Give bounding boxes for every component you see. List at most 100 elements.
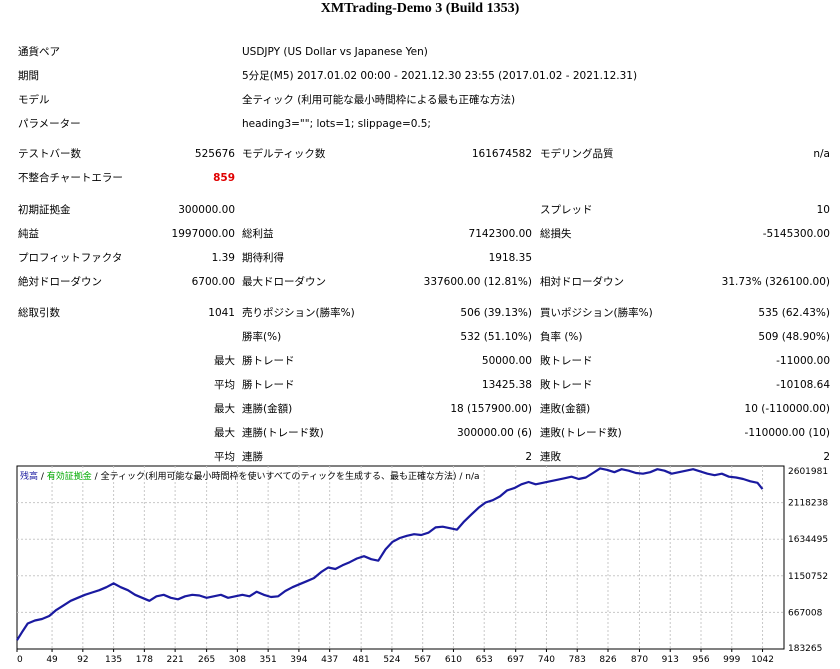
ticks-label: モデルティック数 <box>242 148 326 160</box>
consec-loss-money-label: 連敗(金額) <box>540 403 591 415</box>
max-prefix: 最大 <box>214 403 235 415</box>
pf-label: プロフィットファクタ <box>18 252 123 264</box>
x-tick-label: 956 <box>692 655 709 665</box>
consec-loss-money-value: 10 (-110000.00) <box>744 403 830 415</box>
avg-loss-value: -10108.64 <box>776 379 830 391</box>
x-tick-label: 221 <box>167 655 184 665</box>
max-dd-label: 最大ドローダウン <box>242 276 326 288</box>
net-label: 純益 <box>18 228 39 240</box>
params-label: パラメーター <box>18 118 81 130</box>
x-tick-label: 697 <box>507 655 524 665</box>
y-tick-label: 2601981 <box>788 467 828 477</box>
avg-consec-win-value: 2 <box>525 451 532 463</box>
short-label: 売りポジション(勝率%) <box>242 307 355 319</box>
abs-dd-label: 絶対ドローダウン <box>18 276 102 288</box>
report-title: XMTrading-Demo 3 (Build 1353) <box>320 1 520 16</box>
avg-consec-loss-label: 連敗 <box>540 451 561 463</box>
mismatch-value: 859 <box>213 172 235 184</box>
pair-value: USDJPY (US Dollar vs Japanese Yen) <box>242 46 428 58</box>
gross-profit-value: 7142300.00 <box>468 228 532 240</box>
trades-value: 1041 <box>208 307 235 319</box>
x-tick-label: 999 <box>723 655 740 665</box>
winrate-value: 532 (51.10%) <box>460 331 532 343</box>
x-tick-label: 49 <box>46 655 58 665</box>
x-tick-label: 826 <box>599 655 616 665</box>
spread-value: 10 <box>816 204 830 216</box>
largest-loss-value: -11000.00 <box>776 355 830 367</box>
x-tick-label: 92 <box>77 655 88 665</box>
avg-consec-loss-value: 2 <box>823 451 830 463</box>
avg-win-value: 13425.38 <box>481 379 532 391</box>
chart-legend: 残高 / 有効証拠金 / 全ティック(利用可能な最小時間枠を使いすべてのティック… <box>20 470 480 482</box>
x-tick-label: 524 <box>383 655 400 665</box>
balance-chart-svg: 2601981 2118238 1634495 1150752 667008 183265… <box>16 465 828 665</box>
legend-sep: / <box>38 472 47 482</box>
y-tick-label: 183265 <box>788 644 822 654</box>
x-tick-label: 394 <box>290 655 307 665</box>
legend-sep: / <box>92 472 101 482</box>
consec-profit-value: 300000.00 (6) <box>457 427 532 439</box>
short-value: 506 (39.13%) <box>460 307 532 319</box>
avg-consec-win-label: 連勝 <box>242 451 263 463</box>
expected-value: 1918.35 <box>488 252 532 264</box>
x-tick-label: 870 <box>631 655 648 665</box>
balance-chart: 2601981 2118238 1634495 1150752 667008 183265… <box>16 465 834 669</box>
rel-dd-value: 31.73% (326100.00) <box>721 276 830 288</box>
x-tick-label: 437 <box>321 655 338 665</box>
long-value: 535 (62.43%) <box>758 307 830 319</box>
consec-win-money-value: 18 (157900.00) <box>450 403 532 415</box>
lossrate-value: 509 (48.90%) <box>758 331 830 343</box>
winrate-label: 勝率(%) <box>242 331 282 343</box>
gross-loss-value: -5145300.00 <box>762 228 830 240</box>
legend-equity: 有効証拠金 <box>47 470 92 482</box>
bars-label: テストバー数 <box>18 148 81 160</box>
x-tick-label: 653 <box>476 655 493 665</box>
y-tick-label: 667008 <box>788 608 823 618</box>
bars-value: 525676 <box>194 148 235 160</box>
gross-loss-label: 総損失 <box>540 228 572 240</box>
plot-frame <box>16 465 785 650</box>
legend-quality: n/a <box>465 472 479 482</box>
consec-profit-label: 連勝(トレード数) <box>242 427 324 439</box>
mismatch-label: 不整合チャートエラー <box>18 172 123 184</box>
largest-win-value: 50000.00 <box>481 355 532 367</box>
gross-profit-label: 総利益 <box>242 228 274 240</box>
x-tick-label: 178 <box>136 655 153 665</box>
expected-label: 期待利得 <box>242 252 284 264</box>
lossrate-label: 負率 (%) <box>540 331 583 343</box>
x-tick-label: 481 <box>353 655 370 665</box>
y-tick-label: 1634495 <box>788 535 828 545</box>
x-tick-label: 783 <box>569 655 586 665</box>
avg-loss-label: 敗トレード <box>540 379 593 391</box>
deposit-value: 300000.00 <box>178 204 235 216</box>
x-tick-label: 1042 <box>751 655 774 665</box>
long-label: 買いポジション(勝率%) <box>540 307 653 319</box>
x-tick-label: 740 <box>538 655 555 665</box>
params-value: heading3=""; lots=1; slippage=0.5; <box>242 118 431 130</box>
pair-label: 通貨ペア <box>18 46 60 58</box>
trades-label: 総取引数 <box>18 307 60 319</box>
max-dd-value: 337600.00 (12.81%) <box>423 276 532 288</box>
avg-prefix: 平均 <box>214 379 235 391</box>
y-tick-label: 2118238 <box>788 499 828 509</box>
avg-win-label: 勝トレード <box>242 379 295 391</box>
legend-sep: / <box>457 472 466 482</box>
x-tick-label: 913 <box>662 655 679 665</box>
x-tick-label: 610 <box>445 655 462 665</box>
x-tick-label: 308 <box>229 655 246 665</box>
avg-prefix: 平均 <box>214 451 235 463</box>
consec-win-money-label: 連勝(金額) <box>242 403 293 415</box>
ticks-value: 161674582 <box>471 148 532 160</box>
pf-value: 1.39 <box>211 252 235 264</box>
legend-model: 全ティック(利用可能な最小時間枠を使いすべてのティックを生成する、最も正確な方法… <box>101 470 457 482</box>
balance-line <box>16 467 764 641</box>
model-value: 全ティック (利用可能な最小時間枠による最も正確な方法) <box>242 94 516 106</box>
rel-dd-label: 相対ドローダウン <box>540 276 624 288</box>
x-tick-label: 351 <box>260 655 277 665</box>
consec-loss-value: -110000.00 (10) <box>744 427 830 439</box>
legend-balance: 残高 <box>20 470 38 482</box>
period-value: 5分足(M5) 2017.01.02 00:00 - 2021.12.30 23… <box>242 70 638 82</box>
spread-label: スプレッド <box>540 204 593 216</box>
x-tick-label: 567 <box>414 655 431 665</box>
max-prefix: 最大 <box>214 355 235 367</box>
